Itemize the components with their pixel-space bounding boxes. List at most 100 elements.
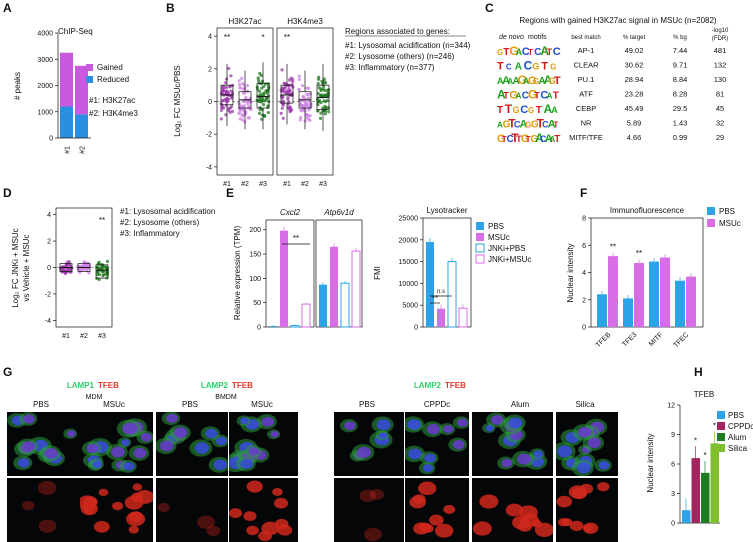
panel-b-point <box>316 92 320 96</box>
panel-b-point <box>321 84 326 88</box>
panel-e-ytick-right-label: 15000 <box>399 259 419 266</box>
panel-b-point <box>248 100 252 104</box>
micrograph-nucleus <box>140 432 152 442</box>
micrograph-nucleus <box>424 453 436 463</box>
panel-c-logo-letter: T <box>503 91 509 101</box>
panel-f-category-label: TFEB <box>595 331 613 349</box>
micrograph-nucleus-red <box>197 515 215 529</box>
panel-letter-h: H <box>694 365 703 379</box>
panel-e-lyso-bar <box>426 241 434 327</box>
panel-c-match: ATF <box>579 90 593 99</box>
panel-c-header-motifs-2: motifs <box>528 34 547 41</box>
panel-c-match: NR <box>581 119 592 128</box>
panel-a-bar-reduced <box>75 114 88 138</box>
panel-b-point <box>245 101 249 106</box>
panel-b-point <box>303 100 308 105</box>
micrograph-tfeb-tile <box>472 478 553 542</box>
micrograph-nucleus-red <box>561 518 573 527</box>
panel-b-point <box>307 108 311 112</box>
panel-f-bar <box>686 276 696 327</box>
panel-c-logo-letter: G <box>528 106 534 115</box>
panel-b-facet-title: H3K4me3 <box>287 17 323 26</box>
panel-b-point <box>221 99 225 103</box>
panel-f-bar <box>675 280 685 327</box>
panel-g-stain2: TFEB <box>232 381 253 390</box>
micrograph-nucleus-red <box>369 489 385 500</box>
panel-c-logo-letter: C <box>540 134 547 144</box>
panel-f-category-label: TFE3 <box>621 331 638 348</box>
panel-b-point <box>257 98 261 102</box>
panel-b-point <box>280 106 284 110</box>
panel-h-bar <box>691 458 700 523</box>
panel-b-point <box>219 108 223 113</box>
panel-b-category-label: #3 <box>319 181 327 188</box>
panel-c-logo-letter: T <box>547 47 553 57</box>
panel-c-logo-letter: A <box>523 76 530 86</box>
panel-b-point <box>323 104 327 108</box>
micrograph-nucleus-red <box>128 511 143 522</box>
panel-e-legend-label: PBS <box>488 222 504 231</box>
panel-e-ytick-label: 0 <box>257 325 261 332</box>
panel-h-ytick-label: 9 <box>671 432 675 439</box>
panel-b-point <box>229 89 234 93</box>
panel-e-lyso-bar <box>458 307 468 328</box>
panel-b-point <box>258 108 262 112</box>
panel-e-ytick-right-label: 0 <box>414 325 418 332</box>
panel-b-point <box>219 117 223 121</box>
panel-c-logo-letter: A <box>497 76 504 86</box>
panel-c-logo-letter: T <box>528 48 533 57</box>
panel-b-point <box>325 98 329 103</box>
panel-e-bar <box>330 246 338 327</box>
panel-a-ytick-label: 0 <box>49 136 53 143</box>
panel-e-bar <box>290 325 300 328</box>
micrograph-nucleus-red <box>246 480 263 493</box>
panel-c-logo-letter: T <box>505 102 513 116</box>
panel-e-bar <box>269 326 277 327</box>
panel-d-ytick-label: 4 <box>47 212 51 219</box>
micrograph-nucleus <box>111 446 125 458</box>
panel-a-bar-gained <box>60 52 73 107</box>
panel-g-cond: CPPDc <box>424 400 450 409</box>
panel-f-ytick-label: 2 <box>582 297 586 304</box>
micrograph-cells <box>80 483 153 534</box>
panel-e-bar <box>351 250 361 328</box>
panel-f-bar <box>608 256 618 327</box>
panel-c-logo-letter: T <box>553 91 559 102</box>
panel-c-logo-letter: T <box>536 117 544 131</box>
micrograph-merge-tile <box>556 412 618 476</box>
panel-d-category-label: #3 <box>98 333 106 340</box>
panel-c-fdr: 481 <box>714 46 727 55</box>
panel-b-point <box>245 84 250 88</box>
micrograph-nucleus <box>21 441 36 452</box>
panel-h-legend-label: PBS <box>728 411 744 420</box>
panel-c-fdr: 81 <box>716 90 724 99</box>
micrograph-tfeb-tile <box>405 478 469 542</box>
panel-c-logo-letter: T <box>554 134 560 145</box>
panel-f-ytick-label: 8 <box>582 216 586 223</box>
panel-b-point <box>287 87 291 91</box>
panel-c-fdr: 132 <box>714 61 727 70</box>
micrograph-nucleus-red <box>569 520 584 531</box>
panel-e-legend-swatch <box>475 243 485 253</box>
panel-a-ylabel: # peaks <box>13 72 22 100</box>
micrograph-nucleus-red <box>272 488 283 496</box>
panel-b-point <box>302 95 306 99</box>
panel-c-target: 23.28 <box>625 90 644 99</box>
panel-c-target: 30.62 <box>625 61 644 70</box>
micrograph-nucleus <box>121 439 130 446</box>
micrograph-nucleus-red <box>518 505 538 520</box>
panel-c-logo-letter: A <box>513 76 520 87</box>
panel-b-point <box>225 100 229 104</box>
panel-c-logo-letter: T <box>541 61 548 73</box>
panel-b-point <box>319 111 323 115</box>
panel-b-sig: ** <box>284 33 290 42</box>
panel-b-point <box>308 118 312 122</box>
panel-c-fdr: 32 <box>716 119 724 128</box>
panel-h-legend-swatch <box>717 422 725 430</box>
panel-b-point <box>220 105 224 109</box>
panel-b-point <box>288 78 292 82</box>
panel-c-logo-letter: G <box>531 120 539 131</box>
panel-c-logo-letter: C <box>540 90 548 102</box>
panel-h-sig: * <box>694 436 697 445</box>
panel-c-logo-letter: C <box>534 47 541 58</box>
